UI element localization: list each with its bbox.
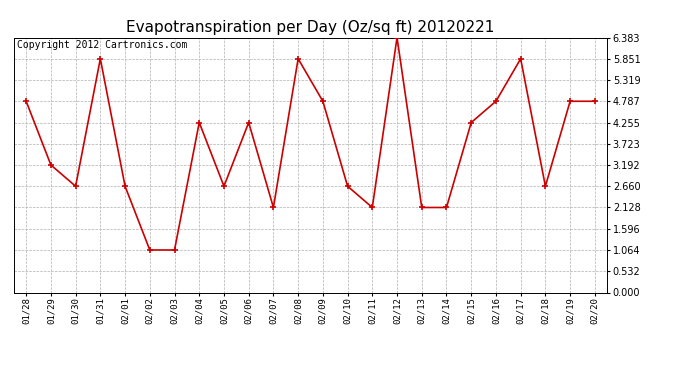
Title: Evapotranspiration per Day (Oz/sq ft) 20120221: Evapotranspiration per Day (Oz/sq ft) 20… (126, 20, 495, 35)
Text: Copyright 2012 Cartronics.com: Copyright 2012 Cartronics.com (17, 40, 187, 50)
